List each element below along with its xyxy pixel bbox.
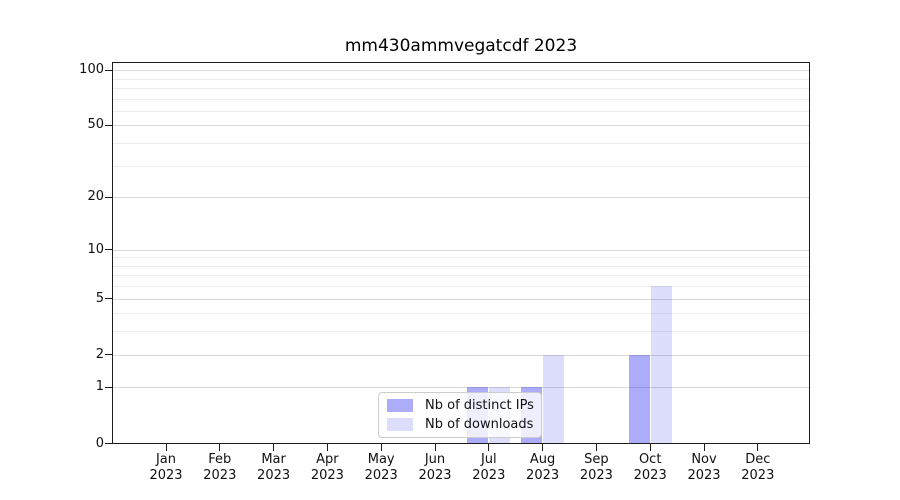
x-tick-year: 2023 [472,468,506,483]
x-tick-label-jan: Jan 2023 [134,452,198,484]
x-tick-year: 2023 [741,468,775,483]
x-tick-label-jun: Jun 2023 [403,452,467,484]
plot-area [112,62,810,444]
x-tick-label-sep: Sep 2023 [564,452,628,484]
chart-title: mm430ammvegatcdf 2023 [344,36,578,56]
x-tick-year: 2023 [257,468,291,483]
legend-label-downloads: Nb of downloads [425,417,534,432]
x-tick-year: 2023 [364,468,398,483]
legend-item-downloads: Nb of downloads [387,417,533,432]
gridline-major [113,70,809,72]
x-tick-label-mar: Mar 2023 [242,452,306,484]
y-axis-tick [105,196,112,198]
gridline-minor [113,165,809,167]
gridline-major [113,197,809,199]
x-tick-year: 2023 [687,468,721,483]
x-tick-label-jul: Jul 2023 [457,452,521,484]
gridline-minor [113,98,809,100]
x-tick-label-may: May 2023 [349,452,413,484]
y-tick-label: 2 [95,346,104,362]
bar-nb-of-downloads-aug [543,354,565,444]
x-tick-month: Sep [584,452,609,467]
x-tick-month: Mar [261,452,286,467]
y-axis-tick [105,354,112,356]
x-tick-year: 2023 [310,468,344,483]
y-axis-tick [105,249,112,250]
x-tick-month: Feb [208,452,232,467]
x-axis-tick [757,444,759,451]
gridline-minor [113,265,809,267]
gridline-minor [113,143,809,145]
x-tick-month: Jul [480,452,497,467]
legend-item-distinct-ips: Nb of distinct IPs [387,398,534,413]
x-axis-tick [165,444,167,451]
x-tick-label-apr: Apr 2023 [295,452,359,484]
x-tick-month: Apr [316,452,339,467]
x-tick-year: 2023 [149,468,183,483]
gridline-minor [113,286,809,288]
x-tick-label-feb: Feb 2023 [188,452,252,484]
gridline-major [113,387,809,389]
bar-nb-of-downloads-oct [650,286,672,444]
x-tick-label-oct: Oct 2023 [618,452,682,484]
x-axis-tick [273,444,275,451]
x-axis-tick [326,444,328,451]
gridline-minor [113,331,809,333]
x-tick-month: May [367,452,395,467]
x-tick-year: 2023 [579,468,613,483]
x-tick-month: Aug [529,452,556,467]
x-tick-label-aug: Aug 2023 [511,452,575,484]
y-axis-tick [105,298,112,299]
x-tick-month: Jun [424,452,446,467]
x-tick-month: Jan [155,452,177,467]
gridline-minor [113,78,809,80]
x-axis-tick [542,444,544,451]
gridline-minor [113,257,809,259]
x-axis-tick [488,444,490,451]
y-axis-tick [105,443,112,444]
x-tick-month: Nov [691,452,717,467]
x-tick-year: 2023 [203,468,237,483]
x-tick-year: 2023 [633,468,667,483]
gridline-minor [113,313,809,315]
y-axis-tick [105,386,112,388]
x-axis-tick [219,444,221,451]
x-tick-year: 2023 [418,468,452,483]
x-axis-tick [434,444,436,451]
y-tick-label: 20 [87,189,104,205]
x-tick-month: Oct [638,452,662,467]
y-tick-label: 0 [95,435,104,451]
y-tick-label: 5 [95,290,104,306]
gridline-minor [113,110,809,112]
y-axis-tick [105,69,112,71]
x-axis-tick [649,444,651,451]
gridline-major [113,354,809,356]
legend-swatch-distinct-ips-icon [387,399,413,412]
gridline-major [113,125,809,127]
x-axis-tick [595,444,597,451]
gridline-major [113,249,809,251]
x-tick-month: Dec [745,452,771,467]
x-axis-tick [703,444,705,451]
bar-nb-of-distinct-ips-oct [628,354,650,444]
x-tick-year: 2023 [526,468,560,483]
x-tick-label-dec: Dec 2023 [726,452,790,484]
y-tick-label: 1 [95,379,104,395]
y-tick-label: 100 [79,62,104,78]
gridline-minor [113,275,809,277]
gridline-minor [113,88,809,89]
legend: Nb of distinct IPs Nb of downloads [378,392,542,438]
x-tick-label-nov: Nov 2023 [672,452,736,484]
y-tick-label: 10 [87,241,104,257]
legend-label-distinct-ips: Nb of distinct IPs [425,398,534,413]
legend-swatch-downloads-icon [387,418,413,431]
x-axis-tick [380,444,382,451]
gridline-major [113,298,809,300]
y-tick-label: 50 [87,117,104,133]
y-axis-tick [105,124,112,126]
